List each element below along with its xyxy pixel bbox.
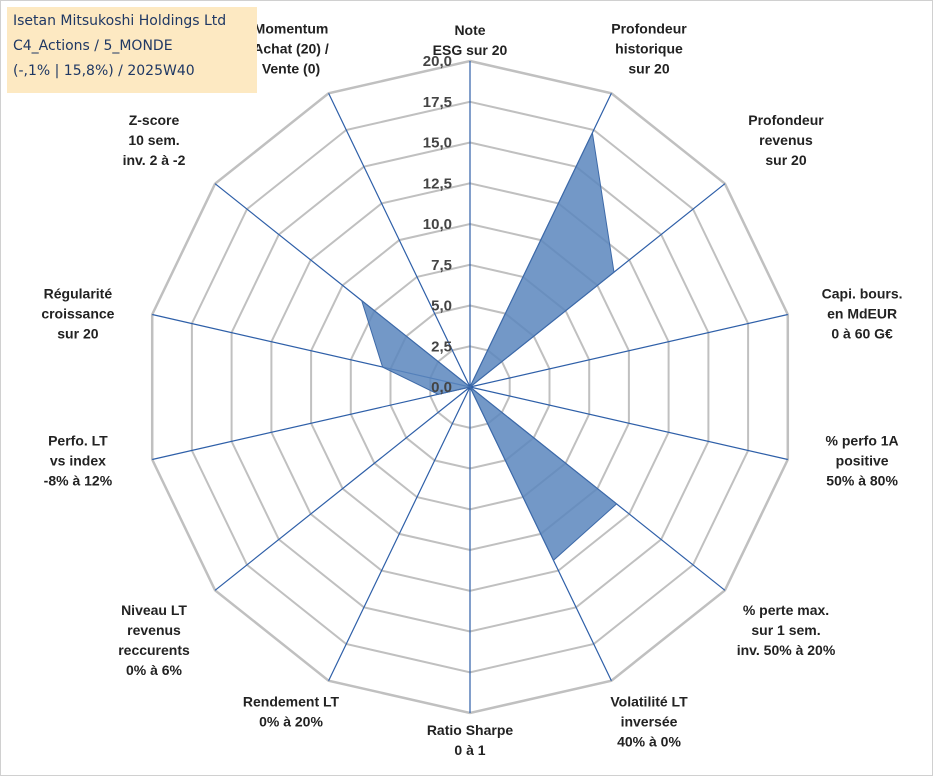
radial-tick-labels: 0,0 2,5 5,0 7,5 10,0 12,5 15,0 17,5 20,0 (423, 53, 452, 396)
axis-label-line: -8% à 12% (44, 472, 113, 488)
axis-label: Niveau LT revenus reccurents 0% à 6% (118, 602, 190, 678)
axis-label-line: sur 1 sem. (751, 622, 820, 638)
axis-label: % perte max. sur 1 sem. inv. 50% à 20% (737, 602, 836, 658)
axis-label: % perfo 1A positive 50% à 80% (826, 432, 899, 488)
axis-label-line: ESG sur 20 (433, 42, 508, 58)
axis-label-line: 40% à 0% (617, 733, 681, 749)
axis-label-line: 0 à 1 (454, 742, 485, 758)
axis-label-line: 0 à 60 G€ (831, 326, 893, 342)
axis-spoke (469, 386, 788, 461)
axis-label-line: Régularité (44, 286, 113, 302)
axis-label-line: Vente (0) (262, 61, 320, 77)
axis-label-line: Achat (20) / (253, 41, 329, 57)
axis-label-line: positive (836, 452, 889, 468)
axis-label: Profondeur historique sur 20 (611, 21, 687, 77)
axis-label-line: Profondeur (748, 112, 824, 128)
axis-label-line: Perfo. LT (48, 432, 108, 448)
tick-label: 7,5 (431, 257, 452, 274)
axis-label: Note ESG sur 20 (433, 22, 508, 58)
radar-series (360, 131, 618, 562)
axis-label-line: reccurents (118, 642, 190, 658)
axis-label-line: Rendement LT (243, 693, 340, 709)
axis-label-line: Capi. bours. (822, 286, 903, 302)
axis-spoke (152, 386, 471, 461)
chart-title-category: C4_Actions / 5_MONDE (13, 38, 173, 54)
tick-label: 0,0 (431, 379, 452, 396)
axis-label-line: 0% à 6% (126, 662, 183, 678)
axis-label: Ratio Sharpe 0 à 1 (427, 722, 514, 758)
axis-label: Volatilité LT inversée 40% à 0% (610, 693, 688, 749)
series-area (360, 131, 618, 562)
tick-label: 10,0 (423, 216, 452, 233)
axis-label-line: inversée (621, 713, 678, 729)
axis-label: Rendement LT 0% à 20% (243, 693, 340, 729)
tick-label: 20,0 (423, 53, 452, 70)
tick-label: 15,0 (423, 135, 452, 152)
axis-spoke (328, 93, 471, 388)
tick-label: 17,5 (423, 94, 452, 111)
axis-label-line: Z-score (129, 112, 180, 128)
axis-label-line: en MdEUR (827, 306, 897, 322)
axis-label: Perfo. LT vs index -8% à 12% (44, 432, 113, 488)
axis-label-line: % perfo 1A (826, 432, 899, 448)
axis-label-line: inv. 50% à 20% (737, 642, 836, 658)
axis-label-line: 0% à 20% (259, 713, 323, 729)
axis-label-line: inv. 2 à -2 (123, 152, 186, 168)
axis-label: Capi. bours. en MdEUR 0 à 60 G€ (822, 286, 903, 342)
axis-label-line: sur 20 (628, 61, 669, 77)
axis-label: Z-score 10 sem. inv. 2 à -2 (123, 112, 186, 168)
axis-label-line: 50% à 80% (826, 472, 898, 488)
axis-label-line: Ratio Sharpe (427, 722, 514, 738)
axis-label-line: sur 20 (57, 326, 98, 342)
axis-spoke (214, 386, 471, 591)
axis-label-line: Volatilité LT (610, 693, 688, 709)
tick-label: 12,5 (423, 175, 452, 192)
axis-label-line: revenus (759, 132, 813, 148)
axis-label-line: % perte max. (743, 602, 829, 618)
chart-title-company: Isetan Mitsukoshi Holdings Ltd (13, 13, 227, 29)
axis-label: Régularité croissance sur 20 (41, 286, 114, 342)
tick-label: 5,0 (431, 298, 452, 315)
axis-label-line: Niveau LT (121, 602, 187, 618)
axis-labels: Note ESG sur 20 Profondeur historique sur 20… (41, 21, 902, 758)
axis-label: Profondeur revenus sur 20 (748, 112, 824, 168)
axis-label-line: historique (615, 41, 683, 57)
axis-label-line: croissance (41, 306, 114, 322)
axis-label-line: 10 sem. (128, 132, 179, 148)
axis-spoke (328, 386, 471, 681)
axis-spoke (469, 313, 788, 388)
axis-label-line: Momentum (254, 21, 329, 37)
axis-label-line: sur 20 (765, 152, 806, 168)
axis-label-line: vs index (50, 452, 106, 468)
chart-title-stats: (-,1% | 15,8%) / 2025W40 (13, 63, 195, 79)
axis-label: Momentum Achat (20) / Vente (0) (253, 21, 329, 77)
axis-label-line: Note (454, 22, 485, 38)
chart-title-box: Isetan Mitsukoshi Holdings Ltd C4_Action… (7, 7, 257, 93)
axis-label-line: revenus (127, 622, 181, 638)
axis-label-line: Profondeur (611, 21, 687, 37)
tick-label: 2,5 (431, 338, 452, 355)
